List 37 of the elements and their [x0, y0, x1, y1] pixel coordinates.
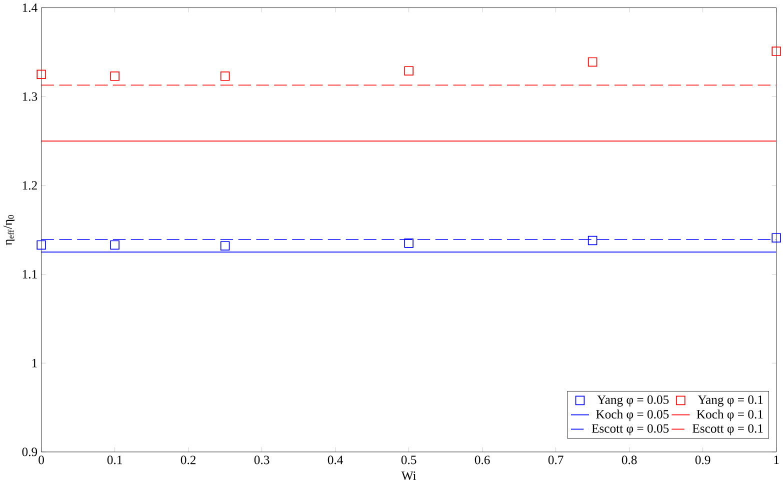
x-tick-label: 0.9 [695, 456, 710, 464]
y-tick-label: 0.9 [22, 448, 38, 456]
legend-label: Koch φ = 0.05 [596, 410, 669, 422]
legend-label: Yang φ = 0.05 [597, 396, 669, 407]
point [36, 240, 46, 250]
x-tick-label: 0 [38, 456, 44, 464]
y-tick-label: 1.2 [22, 181, 37, 190]
point [404, 66, 414, 76]
legend-label: Yang φ = 0.1 [698, 396, 763, 407]
point [772, 233, 781, 243]
y-tick-label: 1 [32, 359, 37, 368]
point [772, 46, 781, 56]
y-tick-label: 1.3 [22, 92, 38, 102]
point [588, 58, 598, 67]
x-tick-label: 0.6 [474, 456, 490, 464]
legend-label: Escott φ = 0.1 [692, 424, 763, 436]
point [36, 70, 46, 80]
x-tick-label: 0.2 [180, 456, 196, 464]
x-tick-label: 0.5 [401, 456, 416, 464]
x-tick-label: 0.4 [328, 456, 344, 464]
x-tick-label: 1 [774, 456, 779, 464]
y-tick-label: 1.4 [22, 4, 38, 12]
y-tick-label: 1.1 [22, 270, 37, 279]
x-tick-label: 0.7 [548, 456, 564, 464]
x-axis-title: Wi [401, 472, 416, 480]
point [110, 240, 120, 250]
legend-label: Koch φ = 0.1 [696, 410, 763, 422]
point [220, 241, 230, 251]
x-tick-label: 0.8 [622, 456, 637, 464]
point [588, 236, 598, 246]
x-tick-label: 0.3 [254, 456, 270, 464]
point [404, 238, 414, 248]
point [220, 72, 230, 82]
x-tick-label: 0.1 [107, 456, 122, 464]
legend-label: Escott φ = 0.05 [592, 424, 669, 436]
point [110, 72, 120, 82]
y-axis-title: η$_{eff}$/η$_{0}$ [4, 215, 15, 246]
